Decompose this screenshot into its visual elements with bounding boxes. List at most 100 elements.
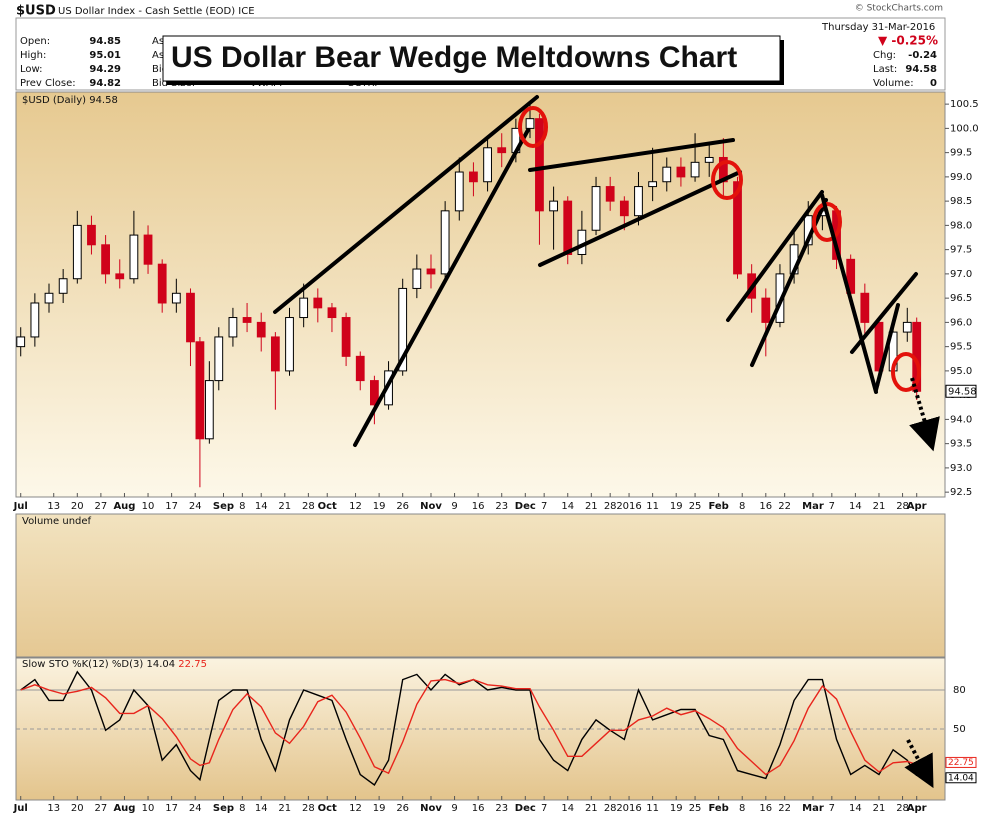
y-tick-label: 99.5 <box>950 148 972 159</box>
x-tick-label: 28 <box>896 501 909 512</box>
x-tick-label: 19 <box>670 803 683 814</box>
x-tick-label: 12 <box>349 501 362 512</box>
x-tick-label: 8 <box>739 803 745 814</box>
legend-title: Slow STO <box>22 659 69 670</box>
x-tick-label: 28 <box>896 803 909 814</box>
x-tick-label: 28 <box>604 803 617 814</box>
y-tick-label: 50 <box>953 724 966 735</box>
x-tick-label: Apr <box>907 501 927 512</box>
candle-body <box>690 161 700 178</box>
candle-body <box>327 307 337 319</box>
candle-body <box>733 181 742 275</box>
candle-body <box>299 297 309 319</box>
y-tick-label: 100.0 <box>950 123 979 134</box>
candle-body <box>704 156 714 163</box>
x-tick-label: Dec <box>515 501 536 512</box>
x-tick-label: 28 <box>302 501 315 512</box>
plot: Jul 13 20 27 Aug 10 17 24 Sep 8 14 21 28 Oct 12 19 26 Nov… <box>13 99 979 814</box>
candle-body <box>761 297 771 323</box>
candle-body <box>605 186 615 202</box>
x-tick-label: 14 <box>561 803 574 814</box>
stochastic-legend: Slow STO %K(12) %D(3) 14.04 22.75 <box>22 659 207 670</box>
candle-body <box>648 181 658 188</box>
x-tick-label: 27 <box>95 501 108 512</box>
quote-value: 94.29 <box>89 64 121 75</box>
price-legend: $USD (Daily) 94.58 <box>22 95 118 106</box>
x-tick-label: 9 <box>451 501 457 512</box>
last-value-box <box>945 772 977 784</box>
legend-name: $USD (Daily) <box>22 95 86 106</box>
candle-body <box>563 200 573 255</box>
quote-value: -0.24 <box>908 50 937 61</box>
x-tick-label: 26 <box>396 803 409 814</box>
x-tick-label: 19 <box>670 501 683 512</box>
x-tick-label: 25 <box>689 501 702 512</box>
x-tick-label: 2016 <box>616 803 641 814</box>
candle-body <box>72 224 82 280</box>
candle-body <box>355 355 365 382</box>
circle-marker <box>518 106 548 148</box>
x-tick-label: 12 <box>349 803 362 814</box>
x-tick-label: Nov <box>420 501 442 512</box>
x-tick-label: Mar <box>802 501 824 512</box>
candle-body <box>525 118 535 129</box>
title-box <box>162 35 781 82</box>
last-value-box <box>945 384 977 398</box>
candle-body <box>440 210 450 275</box>
x-tick-label: 16 <box>472 803 485 814</box>
x-tick-label: Apr <box>907 803 927 814</box>
candle-body <box>270 336 280 372</box>
change-pct: ▼ -0.25% <box>878 34 938 48</box>
y-tick-label: 96.5 <box>950 293 972 304</box>
x-tick-label: 21 <box>585 803 598 814</box>
x-tick-label: 23 <box>495 803 508 814</box>
x-tick-label: 21 <box>278 803 291 814</box>
quote-value: 94.82 <box>89 78 121 89</box>
candle-body <box>101 244 110 275</box>
x-tick-label: Feb <box>708 803 728 814</box>
trendline <box>726 190 824 322</box>
candle-body <box>87 224 96 246</box>
y-tick-label: 96.0 <box>950 317 972 328</box>
quote-label: Low: <box>20 64 43 75</box>
candle-body <box>157 263 167 304</box>
y-tick-label: 97.0 <box>950 269 972 280</box>
x-tick-label: 27 <box>95 803 108 814</box>
candle-body <box>412 268 422 289</box>
x-tick-label: 11 <box>646 803 659 814</box>
circle-marker <box>711 160 743 200</box>
x-tick-label: 26 <box>396 501 409 512</box>
quote-label: Chg: <box>873 50 896 61</box>
trendline <box>874 303 900 392</box>
trendline <box>273 95 539 314</box>
trendline <box>528 138 735 172</box>
quote-value: 94.58 <box>905 64 937 75</box>
y-tick-label: 92.5 <box>950 487 972 498</box>
x-tick-label: 28 <box>302 803 315 814</box>
quote-value: 95.01 <box>89 50 121 61</box>
circle-marker <box>891 352 921 392</box>
x-tick-label: 14 <box>849 501 862 512</box>
x-tick-label: 24 <box>189 803 202 814</box>
quote-value: 0 <box>930 78 937 89</box>
x-tick-label: 20 <box>71 501 84 512</box>
candle-body <box>341 317 351 357</box>
candle-body <box>483 147 492 183</box>
candle-body <box>398 287 408 372</box>
candle-body <box>535 118 544 212</box>
candle-body <box>634 186 643 217</box>
candle-body <box>497 147 507 154</box>
x-tick-label: 23 <box>495 501 508 512</box>
x-tick-label: 8 <box>239 501 245 512</box>
candle-body <box>902 321 912 333</box>
x-tick-label: Mar <box>802 803 824 814</box>
x-tick-label: 16 <box>472 501 485 512</box>
legend-series: %K(12) <box>72 659 109 670</box>
candle-body <box>195 341 205 440</box>
y-tick-label: 93.5 <box>950 439 972 450</box>
last-value-box <box>945 756 977 768</box>
x-tick-label: Nov <box>420 803 442 814</box>
x-tick-label: Sep <box>213 501 234 512</box>
x-tick-label: 9 <box>451 803 457 814</box>
